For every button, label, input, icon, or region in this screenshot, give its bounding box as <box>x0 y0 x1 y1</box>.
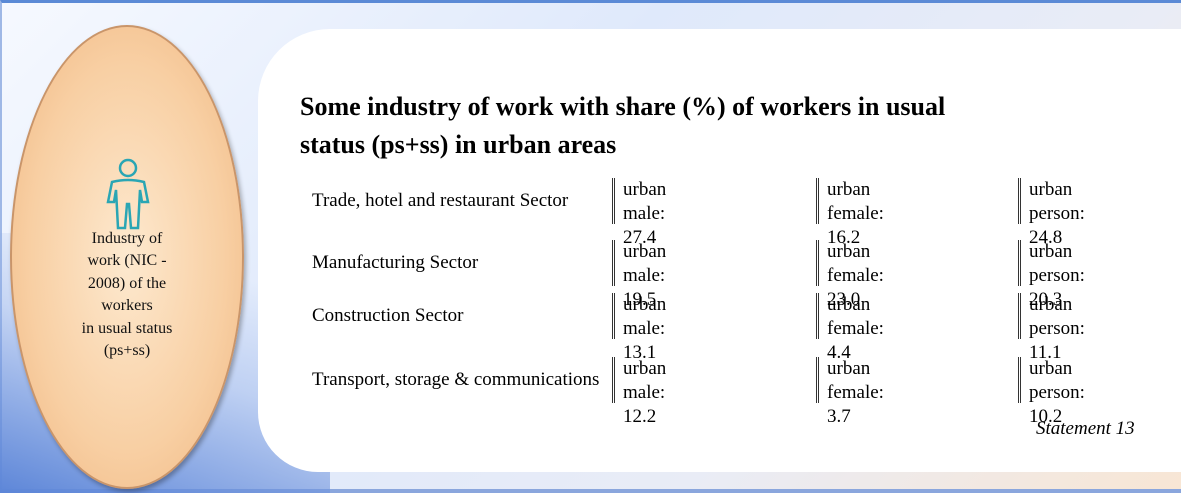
title-line: Some industry of work with share (%) of … <box>300 92 946 121</box>
table-cell: urban person: 10.2 <box>1018 357 1085 427</box>
table-cell: urban person: 11.1 <box>1018 293 1085 363</box>
table-cell: urban person: 24.8 <box>1018 178 1085 248</box>
table-cell: urban person: 20.3 <box>1018 240 1085 310</box>
side-label-line: workers <box>101 297 153 315</box>
cell-line: female: 4.4 <box>827 318 884 363</box>
table-cell: urban female: 3.7 <box>816 357 884 427</box>
cell-line: urban <box>827 179 871 200</box>
cell-line: male: 12.2 <box>623 382 666 427</box>
sector-label: Trade, hotel and restaurant Sector <box>312 190 569 211</box>
cell-line: urban <box>623 241 667 262</box>
content-panel <box>258 29 1181 472</box>
title-line: status (ps+ss) in urban areas <box>300 130 617 159</box>
cell-line: male: 19.5 <box>623 265 666 310</box>
table-cell: urban male: 12.2 <box>612 357 667 427</box>
side-ellipse <box>10 25 244 489</box>
cell-line: person: 11.1 <box>1029 318 1085 363</box>
side-label-line: (ps+ss) <box>103 342 151 360</box>
person-icon <box>106 158 150 230</box>
side-label: Industry of work (NIC - 2008) of the worker… <box>10 228 244 362</box>
cell-line: urban <box>1029 241 1073 262</box>
cell-line: urban <box>623 294 667 315</box>
table-cell: urban female: 23.0 <box>816 240 884 310</box>
table-cell: urban female: 4.4 <box>816 293 884 363</box>
cell-line: male: 13.1 <box>623 318 666 363</box>
title: Some industry of work with share (%) of … <box>300 88 945 164</box>
sector-label: Construction Sector <box>312 305 464 326</box>
cell-line: urban <box>1029 294 1073 315</box>
sector-label: Manufacturing Sector <box>312 252 479 273</box>
side-label-line: work (NIC - <box>87 252 167 270</box>
footnote: Statement 13 <box>1036 418 1135 439</box>
cell-line: urban <box>1029 179 1073 200</box>
cell-line: female: 23.0 <box>827 265 884 310</box>
cell-line: urban <box>623 358 667 379</box>
cell-line: male: 27.4 <box>623 203 666 248</box>
cell-line: female: 3.7 <box>827 382 884 427</box>
cell-line: person: 20.3 <box>1029 265 1085 310</box>
cell-line: person: 10.2 <box>1029 382 1085 427</box>
cell-line: urban <box>827 358 871 379</box>
cell-line: person: 24.8 <box>1029 203 1085 248</box>
side-label-line: Industry of <box>91 230 163 247</box>
sector-label: Transport, storage & communications <box>312 369 600 390</box>
side-label-line: 2008) of the <box>87 274 167 292</box>
cell-line: urban <box>623 179 667 200</box>
table-cell: urban male: 27.4 <box>612 178 667 248</box>
cell-line: urban <box>827 241 871 262</box>
table-cell: urban female: 16.2 <box>816 178 884 248</box>
table-cell: urban male: 19.5 <box>612 240 667 310</box>
table-cell: urban male: 13.1 <box>612 293 667 363</box>
cell-line: female: 16.2 <box>827 203 884 248</box>
cell-line: urban <box>1029 358 1073 379</box>
side-label-line: in usual status <box>81 319 173 337</box>
cell-line: urban <box>827 294 871 315</box>
